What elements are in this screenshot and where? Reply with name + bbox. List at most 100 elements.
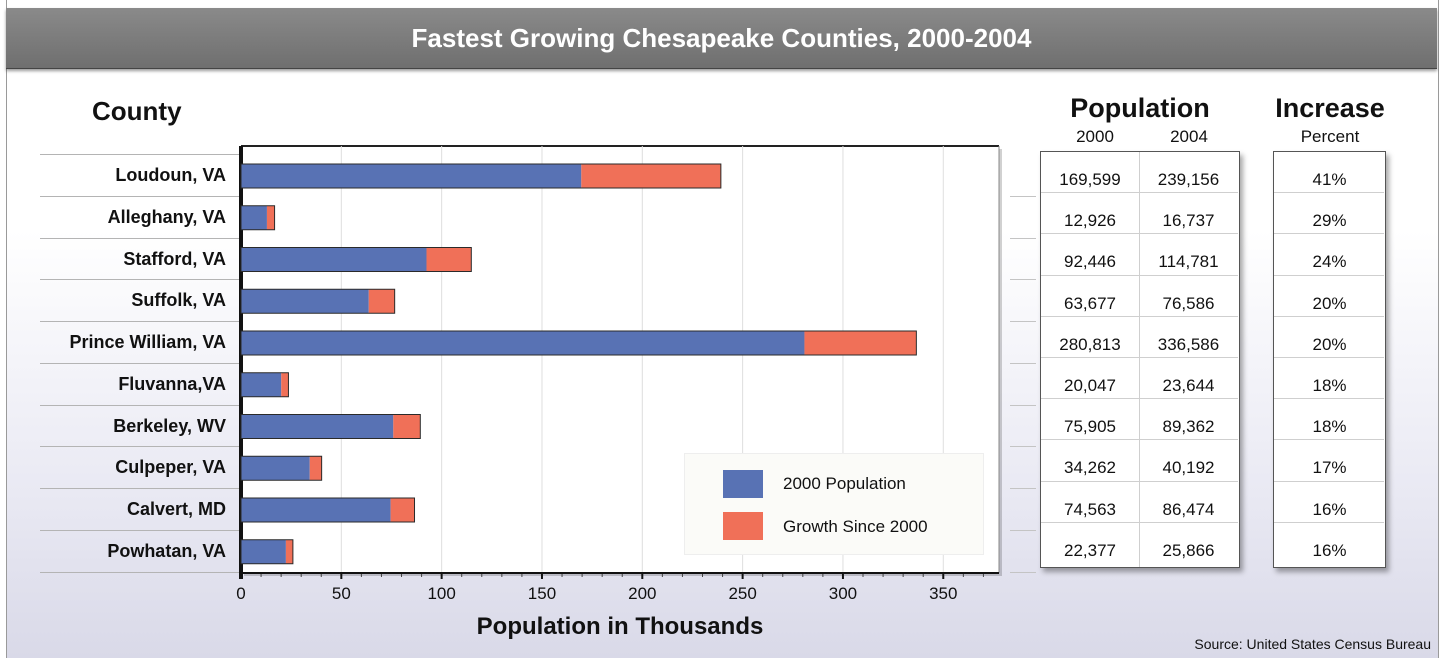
table-row-divider [1041, 398, 1238, 400]
increase-cell: 24% [1312, 252, 1347, 272]
county-row-divider [40, 488, 242, 489]
county-row-divider [40, 279, 242, 281]
county-label: Loudoun, VA [115, 165, 226, 185]
table-row-divider [1041, 357, 1238, 358]
population-table [1040, 151, 1240, 568]
year-2004-header: 2004 [1170, 127, 1208, 146]
bar-outline [240, 372, 289, 398]
x-tick-label: 250 [728, 584, 756, 603]
table-row-divider [1274, 315, 1384, 317]
x-tick-label: 50 [332, 584, 351, 603]
bar-2000-population [241, 331, 805, 355]
bar-2000-population [241, 498, 391, 522]
county-label: Culpeper, VA [115, 457, 226, 478]
x-tick-label: 350 [929, 584, 957, 603]
row-connector [1010, 446, 1036, 448]
table-row-divider [1274, 398, 1384, 400]
increase-cell: 16% [1312, 540, 1347, 560]
table-row-divider [1274, 521, 1384, 523]
county-label: Prince William, VA [69, 332, 226, 352]
percent-header: Percent [1300, 127, 1360, 146]
table-row-divider [1041, 521, 1238, 523]
table-row-divider [1041, 315, 1238, 317]
row-connector [1010, 488, 1036, 489]
bar-2000-population [241, 414, 394, 439]
pop-2000-cell: 22,377 [1064, 540, 1116, 560]
row-connector [1010, 237, 1036, 239]
pop-2000-cell: 12,926 [1064, 211, 1116, 231]
table-row-divider [1274, 480, 1384, 482]
bar-outline [240, 539, 294, 565]
increase-cell: 16% [1312, 499, 1347, 519]
bar-growth-since-2000 [285, 539, 293, 564]
increase-cell: 17% [1312, 458, 1347, 478]
bar-growth-since-2000 [390, 498, 415, 522]
county-label: Fluvanna,VA [118, 373, 226, 394]
bar-growth-since-2000 [266, 205, 275, 230]
table-row-divider [1041, 439, 1238, 441]
source-note: Source: United States Census Bureau [1194, 636, 1431, 652]
pop-2004-cell: 23,644 [1162, 376, 1215, 395]
x-tick-label: 200 [628, 584, 656, 603]
pop-2000-cell: 63,677 [1064, 293, 1116, 313]
x-tick-label: 300 [829, 584, 857, 603]
bar-growth-since-2000 [804, 331, 917, 355]
row-connector [1010, 195, 1036, 197]
legend-label-2000: 2000 Population [783, 474, 906, 493]
legend-label-growth: Growth Since 2000 [783, 517, 928, 536]
table-row-divider [1041, 192, 1238, 194]
x-tick-label: 150 [528, 584, 556, 603]
bar-2000-population [241, 247, 427, 272]
pop-2004-cell: 76,586 [1162, 293, 1215, 313]
legend-swatch-2000 [723, 470, 763, 498]
bar-growth-since-2000 [309, 456, 322, 481]
bar-growth-since-2000 [393, 414, 421, 439]
pop-2004-cell: 16,737 [1162, 211, 1215, 231]
county-header: County [92, 96, 182, 126]
row-connector [1010, 279, 1036, 281]
row-connector [1010, 529, 1036, 531]
increase-cell: 29% [1312, 211, 1347, 231]
bar-outline [240, 163, 722, 189]
county-label: Suffolk, VA [131, 290, 226, 311]
population-header: Population [1070, 93, 1210, 123]
county-row-divider [40, 404, 242, 406]
chart-title: Fastest Growing Chesapeake Counties, 200… [6, 8, 1437, 69]
row-connector [1010, 404, 1036, 406]
county-label: Berkeley, WV [113, 415, 226, 436]
pop-2004-cell: 114,781 [1158, 252, 1219, 272]
county-label: Stafford, VA [123, 248, 226, 269]
county-label: Calvert, MD [126, 499, 226, 519]
row-connector [1010, 321, 1036, 322]
pop-2004-cell: 336,586 [1157, 334, 1220, 354]
x-tick-label: 100 [427, 584, 455, 603]
county-row-divider [40, 154, 242, 155]
bar-outline [240, 247, 472, 272]
pop-2004-cell: 239,156 [1157, 170, 1220, 189]
pop-2004-cell: 86,474 [1162, 499, 1215, 519]
bar-outline [240, 205, 276, 231]
bar-growth-since-2000 [368, 289, 395, 314]
increase-table [1273, 151, 1386, 568]
pop-2004-cell: 25,866 [1162, 540, 1215, 560]
row-connector [1010, 571, 1036, 573]
bar-2000-population [241, 539, 286, 564]
bar-2000-population [241, 289, 369, 314]
pop-2000-cell: 20,047 [1064, 376, 1116, 395]
bar-2000-population [241, 456, 310, 481]
bar-2000-population [241, 205, 267, 230]
bar-outline [240, 497, 416, 523]
pop-2000-cell: 74,563 [1064, 499, 1116, 519]
increase-cell: 41% [1312, 170, 1347, 189]
bar-outline [240, 414, 421, 439]
bar-outline [240, 455, 323, 481]
county-row-divider [40, 321, 242, 322]
legend: 2000 Population Growth Since 2000 [684, 453, 984, 555]
table-row-divider [1274, 192, 1384, 194]
legend-swatch-growth [723, 512, 763, 540]
bar-outline [240, 330, 917, 356]
pop-2000-cell: 169,599 [1059, 170, 1121, 189]
pop-2000-cell: 92,446 [1064, 252, 1116, 272]
bar-2000-population [241, 164, 582, 188]
